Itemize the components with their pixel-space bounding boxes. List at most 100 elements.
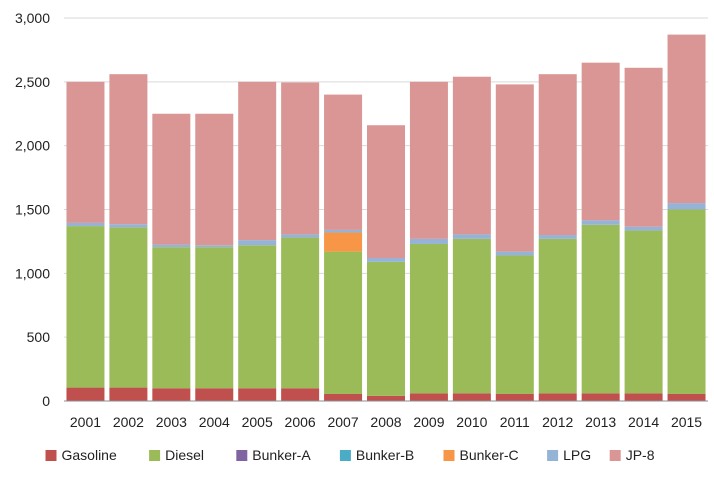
bar-segment-lpg-2002 [109, 224, 148, 228]
bar-segment-lpg-2014 [624, 226, 663, 231]
bar-segment-lpg-2010 [452, 234, 491, 239]
bar-segment-gasoline-2001 [66, 387, 105, 401]
bar-segment-gasoline-2008 [367, 395, 405, 401]
bar-segment-diesel-2009 [409, 243, 448, 394]
bar-segment-diesel-2001 [66, 226, 105, 388]
bar-segment-lpg-2003 [152, 244, 191, 248]
y-tick-label: 3,000 [15, 10, 50, 26]
bar-segment-gasoline-2005 [238, 388, 277, 401]
y-tick-label: 2,000 [15, 138, 50, 154]
x-tick-label: 2002 [113, 414, 144, 430]
bar-segment-jp-8-2005 [238, 81, 277, 241]
y-tick-label: 0 [42, 393, 50, 409]
y-tick-label: 1,500 [15, 202, 50, 218]
x-tick-label: 2015 [671, 414, 702, 430]
bar-segment-jp-8-2012 [538, 74, 577, 236]
legend-label-lpg: LPG [563, 447, 591, 463]
legend-label-diesel: Diesel [165, 447, 204, 463]
bar-segment-diesel-2008 [367, 261, 405, 396]
legend-swatch-bunker-c [443, 450, 455, 461]
bar-segment-jp-8-2002 [109, 74, 148, 225]
x-tick-label: 2007 [327, 414, 358, 430]
y-tick-labels: 0 500 1,000 1,500 2,000 2,500 3,000 [15, 10, 50, 409]
bar-segment-gasoline-2014 [624, 393, 663, 401]
x-tick-label: 2006 [285, 414, 316, 430]
legend: Gasoline Diesel Bunker-A Bunker-B Bunker-C LP… [45, 447, 655, 463]
bar-segment-gasoline-2007 [324, 393, 363, 401]
bar-segment-gasoline-2012 [538, 393, 577, 401]
x-tick-label: 2009 [413, 414, 444, 430]
bar-segment-diesel-2011 [495, 255, 534, 394]
bar-segment-jp-8-2008 [367, 125, 405, 259]
bar-segment-jp-8-2004 [195, 113, 234, 246]
bar-segment-jp-8-2006 [281, 82, 320, 235]
y-tick-label: 2,500 [15, 74, 50, 90]
bar-segment-diesel-2005 [238, 245, 277, 389]
bar-segment-jp-8-2014 [624, 67, 663, 227]
bar-segment-jp-8-2013 [581, 62, 620, 221]
bar-segment-diesel-2006 [281, 237, 320, 389]
bar-segment-diesel-2003 [152, 247, 191, 389]
x-tick-label: 2011 [500, 414, 530, 430]
bar-segment-diesel-2015 [667, 209, 706, 394]
legend-label-bunker-b: Bunker-B [356, 447, 414, 463]
bar-segment-diesel-2013 [581, 224, 620, 394]
legend-swatch-jp-8 [609, 450, 621, 461]
bar-segment-gasoline-2011 [495, 393, 534, 401]
x-tick-label: 2005 [242, 414, 273, 430]
bar-segment-lpg-2013 [581, 220, 620, 225]
bar-segment-diesel-2012 [538, 238, 577, 394]
legend-label-jp-8: JP-8 [626, 447, 655, 463]
bar-segment-jp-8-2001 [66, 81, 105, 223]
legend-swatch-lpg [547, 450, 559, 461]
bar-segment-jp-8-2011 [495, 84, 534, 252]
x-tick-label: 2001 [70, 414, 101, 430]
bar-segment-lpg-2015 [667, 203, 706, 210]
bar-segment-gasoline-2003 [152, 388, 191, 401]
legend-label-bunker-a: Bunker-A [252, 447, 311, 463]
bar-segment-lpg-2006 [281, 234, 320, 238]
y-tick-label: 500 [27, 329, 51, 345]
bar-segment-lpg-2004 [195, 245, 234, 248]
bar-segment-jp-8-2009 [409, 81, 448, 239]
x-tick-label: 2010 [456, 414, 487, 430]
x-tick-label: 2003 [156, 414, 187, 430]
x-tick-labels: 2001 2002 2003 2004 2005 2006 2007 2008 2009 2010… [70, 414, 702, 430]
legend-swatch-bunker-a [236, 450, 248, 461]
x-tick-label: 2004 [199, 414, 230, 430]
legend-label-bunker-c: Bunker-C [460, 447, 519, 463]
legend-swatch-diesel [149, 450, 161, 461]
bar-segment-lpg-2011 [495, 251, 534, 256]
x-tick-label: 2014 [628, 414, 659, 430]
y-tick-label: 1,000 [15, 265, 50, 281]
bar-segment-diesel-2002 [109, 227, 148, 388]
bar-segment-jp-8-2015 [667, 34, 706, 204]
bar-segment-diesel-2014 [624, 230, 663, 394]
bar-segment-diesel-2010 [452, 238, 491, 394]
bar-segment-lpg-2001 [66, 222, 105, 227]
legend-swatch-gasoline [45, 450, 57, 461]
bar-segment-lpg-2009 [409, 238, 448, 244]
x-tick-label: 2012 [542, 414, 573, 430]
bar-segment-jp-8-2003 [152, 113, 191, 245]
bar-segment-jp-8-2007 [324, 94, 363, 230]
bar-segment-gasoline-2010 [452, 393, 491, 401]
bar-segment-lpg-2012 [538, 235, 577, 239]
bar-segment-lpg-2007 [324, 229, 363, 233]
bar-segment-gasoline-2015 [667, 393, 706, 401]
bar-segment-gasoline-2013 [581, 393, 620, 401]
x-tick-label: 2013 [585, 414, 616, 430]
legend-swatch-bunker-b [339, 450, 351, 461]
legend-label-gasoline: Gasoline [62, 447, 117, 463]
bar-segment-gasoline-2002 [109, 387, 148, 401]
bar-segment-gasoline-2004 [195, 388, 234, 401]
bars [66, 34, 706, 401]
bar-segment-diesel-2007 [324, 251, 363, 394]
bar-segment-lpg-2008 [367, 258, 405, 262]
x-tick-label: 2008 [370, 414, 401, 430]
bar-segment-gasoline-2006 [281, 388, 320, 401]
bar-segment-bunker-c-2007 [324, 232, 363, 252]
bar-segment-gasoline-2009 [409, 393, 448, 401]
